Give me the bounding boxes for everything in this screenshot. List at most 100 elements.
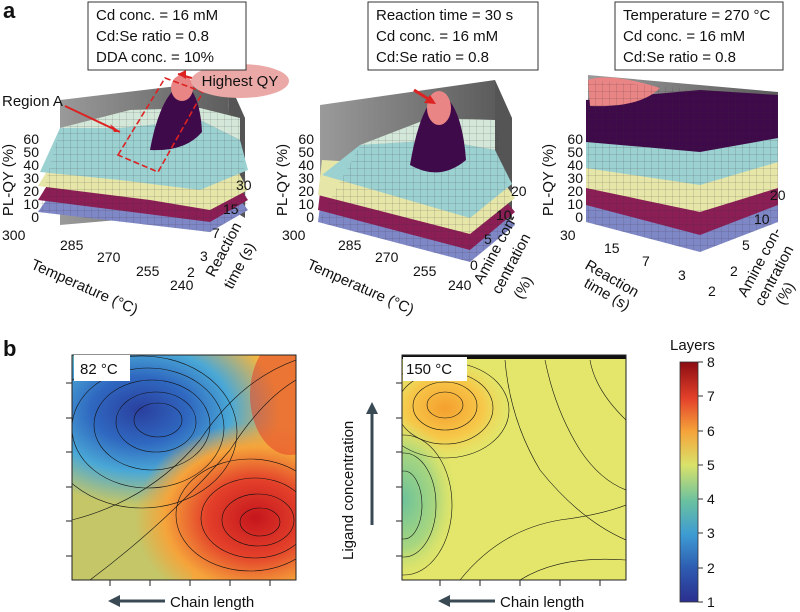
z-tick-3-4: 20 — [567, 183, 583, 199]
x-tick-2-2: 270 — [375, 249, 399, 265]
z-tick-3-0: 60 — [567, 131, 583, 147]
z-tick-1-3: 30 — [23, 170, 39, 186]
z-tick-1-4: 20 — [23, 183, 39, 199]
x-tick-1-1: 285 — [60, 237, 84, 253]
x-tick-2-0: 300 — [282, 227, 306, 243]
colorbar-gradient — [679, 361, 699, 603]
conditions-1-line-2: Cd:Se ratio = 0.8 — [96, 28, 209, 45]
z-tick-1-0: 60 — [23, 131, 39, 147]
heatmap-1-maximum — [135, 423, 296, 580]
x-axis-label-1: Temperature (°C) — [28, 256, 140, 318]
heatmap-2-xlabel: Chain length — [500, 594, 584, 611]
z-ticks-2: 60 50 40 30 20 10 0 — [298, 131, 314, 225]
x-tick-1-2: 270 — [97, 249, 121, 265]
conditions-3-line-3: Cd:Se ratio = 0.8 — [623, 49, 736, 66]
z-tick-3-6: 0 — [575, 209, 583, 225]
y-ticks-1: 30 15 7 3 2 — [187, 177, 252, 280]
z-tick-2-5: 10 — [298, 196, 314, 212]
colorbar-tick-4: 4 — [707, 491, 715, 507]
surface-peak — [150, 82, 202, 151]
region-a-arrow — [64, 105, 121, 133]
y-tick-2-1: 10 — [496, 207, 512, 223]
y-tick-1-4: 2 — [187, 264, 195, 280]
colorbar-tick-5: 5 — [707, 457, 715, 473]
z-tick-1-2: 40 — [23, 157, 39, 173]
y-tick-3-0: 20 — [770, 187, 786, 203]
colorbar-tick-7: 7 — [707, 388, 715, 404]
z-tick-2-0: 60 — [298, 131, 314, 147]
y-tick-3-1: 10 — [754, 211, 770, 227]
x-ticks-1: 300 285 270 255 240 — [2, 227, 194, 293]
y-tick-1-2: 7 — [212, 225, 220, 241]
z-tick-1-1: 50 — [23, 144, 39, 160]
z-tick-2-3: 30 — [298, 170, 314, 186]
x-tick-3-0: 30 — [560, 227, 576, 243]
colorbar-tick-3: 3 — [707, 525, 715, 541]
x-ticks-3: 30 15 7 3 2 — [560, 227, 716, 299]
colorbar-tick-2: 2 — [707, 560, 715, 576]
heatmap-150C: 150 °C Chain length — [396, 354, 627, 611]
conditions-box-3 — [614, 1, 784, 71]
conditions-2-line-2: Cd conc. = 16 mM — [376, 28, 498, 45]
peak-top — [171, 75, 193, 101]
x-tick-3-2: 7 — [642, 253, 650, 269]
x-tick-2-1: 285 — [338, 237, 362, 253]
colorbar-title: Layers — [670, 337, 715, 354]
heatmap-1-xlabel: Chain length — [170, 594, 254, 611]
colorbar-tick-1: 1 — [707, 594, 715, 610]
heatmap-1-ticks — [66, 382, 271, 586]
z-tick-1-6: 0 — [31, 209, 39, 225]
surface-peak — [410, 92, 466, 173]
conditions-1-line-3: DDA conc. = 10% — [96, 49, 214, 66]
y-tick-1-0: 30 — [236, 177, 252, 193]
z-tick-2-6: 0 — [306, 209, 314, 225]
surface-plot-1: Region A Highest QY Cd conc. = 16 mM Cd:… — [0, 1, 289, 319]
region-a-label: Region A — [2, 93, 63, 110]
y-tick-1-3: 3 — [200, 248, 208, 264]
z-ticks-3: 60 50 40 30 20 10 0 — [567, 131, 583, 225]
x-ticks-2: 300 285 270 255 240 — [282, 227, 472, 293]
z-ticks-1: 60 50 40 30 20 10 0 — [23, 131, 39, 225]
z-tick-3-1: 50 — [567, 144, 583, 160]
x-tick-2-3: 255 — [413, 263, 437, 279]
z-tick-3-5: 10 — [567, 196, 583, 212]
x-tick-1-3: 255 — [136, 263, 160, 279]
z-tick-2-4: 20 — [298, 183, 314, 199]
x-tick-1-4: 240 — [170, 277, 194, 293]
z-axis-label-1: PL-QY (%) — [0, 144, 17, 216]
surface-plot-3: Temperature = 270 °C Cd conc. = 16 mM Cd… — [540, 1, 798, 314]
y-axis-label-2-line-3: (%) — [511, 273, 537, 302]
heatmap-82C: 82 °C Chain length — [66, 354, 297, 611]
heatmap-2-temp-label: 150 °C — [406, 361, 452, 378]
y-ticks-2: 20 10 5 0 — [470, 183, 527, 273]
peak-arrow — [413, 88, 431, 102]
heatmap-1-contours — [72, 355, 296, 580]
colorbar: Layers 8 7 6 5 4 3 2 1 — [670, 337, 715, 610]
x-tick-3-3: 3 — [678, 267, 686, 283]
z-axis-label-3: PL-QY (%) — [540, 144, 557, 216]
highest-qy-bubble — [191, 64, 289, 98]
surface-mesh — [586, 80, 778, 252]
conditions-2-line-3: Cd:Se ratio = 0.8 — [376, 49, 489, 66]
z-tick-3-3: 30 — [567, 170, 583, 186]
colorbar-tick-6: 6 — [707, 423, 715, 439]
heatmap-2-minimum — [402, 420, 457, 580]
heatmap-1-frame — [71, 354, 297, 581]
z-tick-3-2: 40 — [567, 157, 583, 173]
x-tick-1-0: 300 — [2, 227, 26, 243]
conditions-3-line-2: Cd conc. = 16 mM — [623, 28, 745, 45]
y-tick-1-1: 15 — [223, 201, 239, 217]
surface-mesh — [38, 108, 248, 232]
x-tick-2-4: 240 — [448, 277, 472, 293]
y-tick-2-3: 0 — [470, 257, 478, 273]
x-tick-3-4: 2 — [708, 283, 716, 299]
conditions-box-2 — [367, 1, 539, 71]
surface-mesh — [318, 118, 515, 262]
panel-b-letter: b — [3, 336, 16, 361]
x-axis-label-2: Temperature (°C) — [304, 256, 416, 318]
y-tick-2-0: 20 — [511, 183, 527, 199]
z-tick-2-1: 50 — [298, 144, 314, 160]
y-tick-2-2: 5 — [484, 231, 492, 247]
x-tick-3-1: 15 — [604, 240, 620, 256]
